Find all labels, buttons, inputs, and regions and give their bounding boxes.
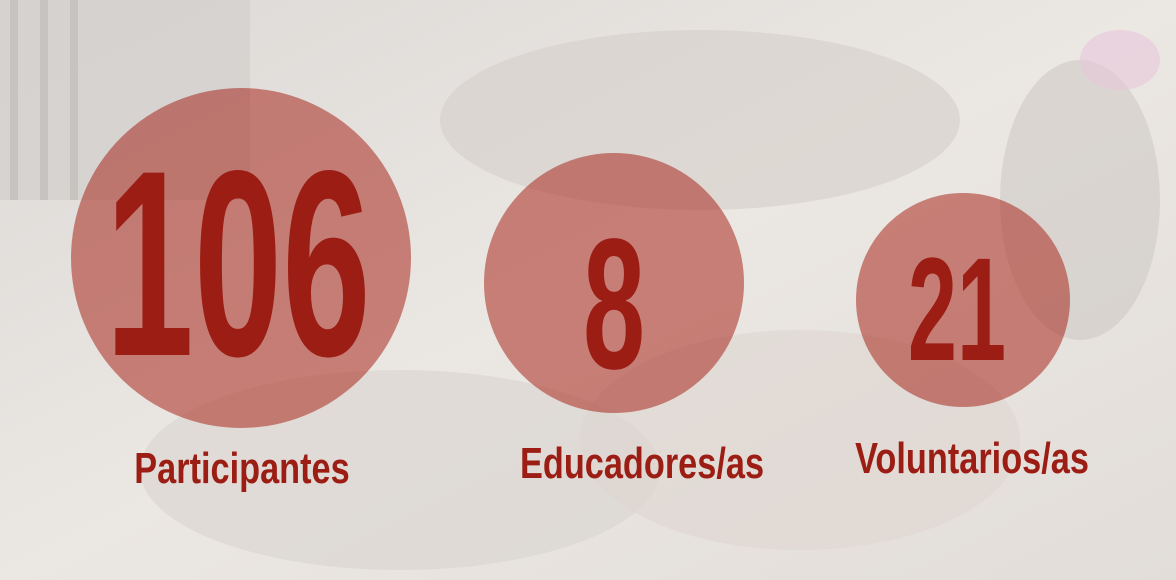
infographic: 106 Participantes 8 Educadores/as 21 Vol… bbox=[0, 0, 1176, 580]
stat-value: 8 bbox=[583, 199, 645, 408]
stat-value: 106 bbox=[105, 116, 370, 412]
stat-value: 21 bbox=[908, 227, 1006, 392]
page: 106 Participantes 8 Educadores/as 21 Vol… bbox=[0, 0, 1176, 580]
stat-label: Educadores/as bbox=[520, 439, 764, 488]
stat-label: Voluntarios/as bbox=[855, 434, 1089, 483]
stat-label: Participantes bbox=[134, 444, 349, 493]
